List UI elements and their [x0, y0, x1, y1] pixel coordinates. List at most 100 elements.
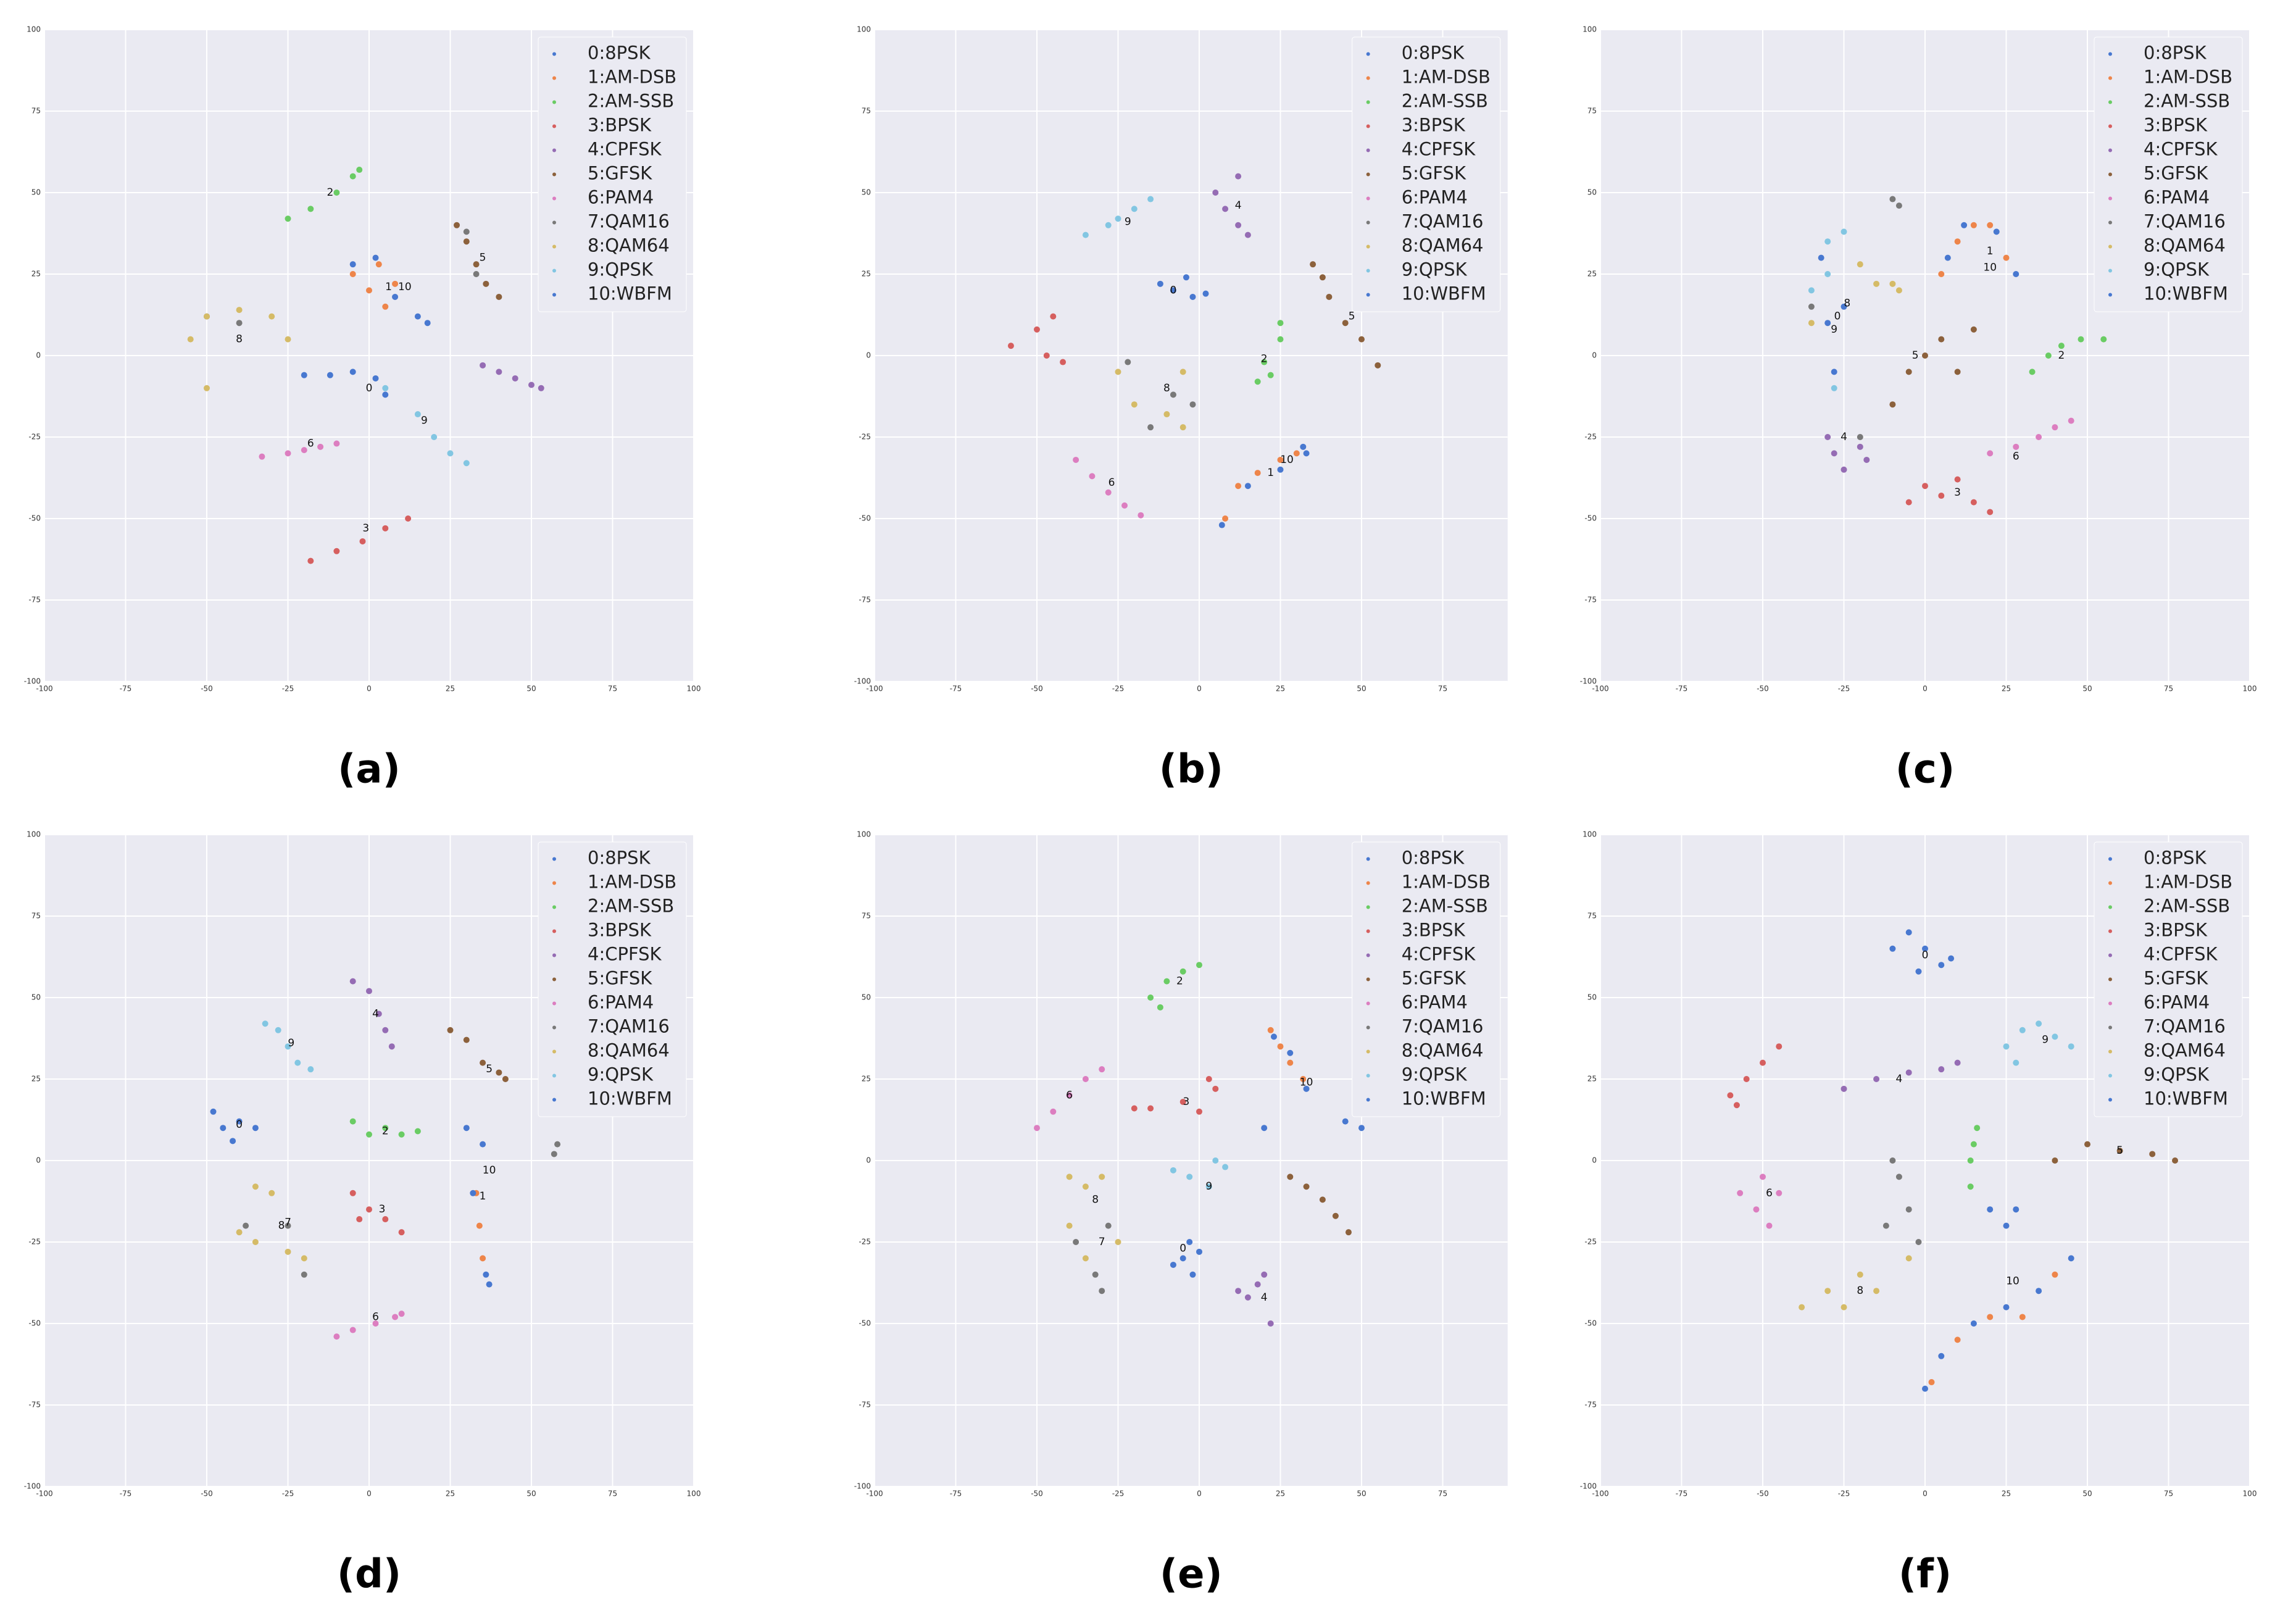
legend-label: 3:BPSK: [1402, 115, 1466, 136]
point: [1235, 222, 1242, 228]
cluster-label: 3: [362, 522, 369, 535]
point: [1905, 369, 1912, 375]
legend-label: 5:GFSK: [2144, 163, 2208, 184]
cluster-label: 4: [1896, 1073, 1903, 1085]
point: [1342, 1118, 1349, 1125]
legend-label: 4:CPFSK: [588, 944, 662, 965]
point: [1857, 1271, 1863, 1278]
panel-label: (c): [1895, 747, 1955, 793]
y-tick-label: -100: [1580, 1482, 1597, 1491]
legend-label: 1:AM-DSB: [1402, 872, 1491, 893]
point: [1358, 336, 1365, 343]
point: [349, 978, 356, 985]
legend-marker: [552, 1073, 556, 1078]
legend-marker: [2108, 1049, 2112, 1054]
point: [496, 1069, 502, 1076]
point: [1157, 280, 1163, 287]
legend-label: 0:8PSK: [588, 848, 651, 869]
legend-label: 1:AM-DSB: [588, 67, 676, 88]
x-tick-label: 100: [2243, 685, 2257, 693]
point: [1857, 434, 1863, 440]
x-tick-label: 0: [367, 685, 372, 693]
legend-label: 4:CPFSK: [1402, 139, 1476, 160]
legend-label: 8:QAM64: [2144, 1040, 2226, 1061]
legend-marker: [2108, 196, 2112, 201]
point: [1808, 287, 1815, 294]
point: [1043, 352, 1050, 359]
cluster-label: 1: [385, 281, 392, 293]
legend-label: 5:GFSK: [2144, 968, 2208, 989]
point: [333, 548, 340, 554]
point: [2029, 369, 2036, 375]
x-tick-label: -75: [120, 1490, 132, 1498]
legend-marker: [2108, 905, 2112, 909]
legend-marker: [552, 1098, 556, 1102]
legend-marker: [1366, 220, 1370, 225]
point: [476, 1222, 483, 1229]
legend-marker: [2108, 148, 2112, 152]
point: [1799, 1304, 1805, 1311]
point: [1905, 929, 1912, 936]
point: [1938, 1066, 1945, 1073]
legend-label: 7:QAM16: [2144, 1016, 2226, 1037]
x-tick-label: 50: [2082, 685, 2092, 693]
point: [414, 1128, 421, 1135]
point: [333, 440, 340, 447]
x-tick-label: -50: [1757, 1490, 1769, 1498]
point: [1922, 483, 1928, 490]
legend-marker: [552, 977, 556, 982]
point: [1073, 456, 1079, 463]
y-tick-label: -50: [1584, 514, 1597, 523]
legend-marker: [2108, 1001, 2112, 1006]
point: [1987, 509, 1994, 515]
point: [359, 538, 366, 544]
legend-marker: [552, 1049, 556, 1054]
legend-marker: [2108, 172, 2112, 177]
point: [1342, 320, 1349, 327]
cluster-label: 2: [382, 1125, 389, 1137]
panel: -100 -75 -50 -25 0 25 50 75 100-100-75-50-250255…: [24, 25, 701, 793]
point: [1089, 473, 1096, 480]
y-tick-label: -75: [28, 596, 41, 604]
point: [1244, 1294, 1251, 1301]
point: [268, 1190, 275, 1196]
point: [2052, 1033, 2058, 1040]
point: [1189, 1271, 1196, 1278]
point: [285, 450, 291, 457]
point: [405, 515, 412, 522]
y-tick-label: 50: [1587, 188, 1597, 197]
point: [1857, 443, 1863, 450]
cluster-label: 3: [1183, 1096, 1190, 1108]
point: [1218, 522, 1225, 528]
legend-marker: [552, 1025, 556, 1030]
point: [382, 391, 389, 398]
y-tick-label: 25: [1587, 1075, 1597, 1083]
point: [1938, 271, 1945, 277]
point: [463, 1125, 470, 1132]
legend-marker: [1366, 244, 1370, 249]
y-tick-label: 75: [1587, 107, 1597, 115]
point: [1889, 945, 1896, 952]
point: [1179, 968, 1186, 975]
x-tick-label: 100: [2243, 1490, 2257, 1498]
point: [1928, 1379, 1935, 1386]
point: [1196, 1108, 1202, 1115]
legend-marker: [2108, 269, 2112, 273]
point: [1186, 1239, 1193, 1245]
cluster-label: 4: [1261, 1291, 1268, 1304]
point: [431, 434, 438, 440]
point: [2068, 417, 2074, 424]
point: [210, 1108, 217, 1115]
legend-marker: [2108, 1025, 2112, 1030]
point: [1115, 369, 1121, 375]
point: [349, 173, 356, 180]
y-tick-label: -75: [1584, 596, 1597, 604]
point: [1138, 512, 1144, 519]
legend-marker: [552, 269, 556, 273]
legend-marker: [1366, 196, 1370, 201]
point: [1179, 424, 1186, 431]
point: [1303, 1183, 1310, 1190]
legend-label: 8:QAM64: [1402, 235, 1484, 256]
point: [1332, 1212, 1339, 1219]
legend-marker: [2108, 220, 2112, 225]
